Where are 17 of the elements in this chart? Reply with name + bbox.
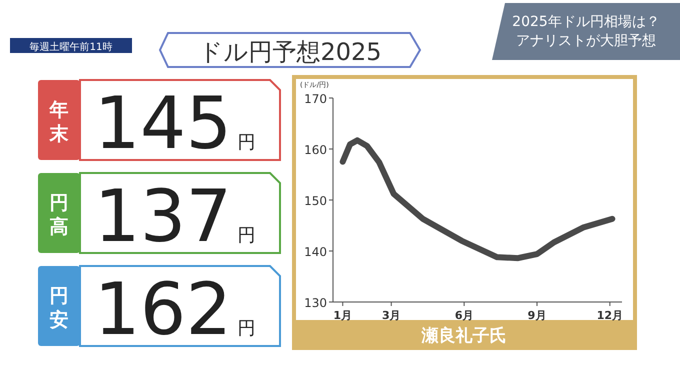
text: 円高 <box>50 192 68 238</box>
y-tick-label: 150 <box>304 194 327 208</box>
x-tick-label: 3月 <box>382 309 401 322</box>
text: 2025年ドル円相場は？アナリストが大胆予想 <box>512 14 660 49</box>
x-tick-label: 6月 <box>454 309 474 322</box>
text: ドル円予想2025 <box>198 38 382 66</box>
x-tick-label: 12月 <box>596 309 624 322</box>
x-tick-label: 9月 <box>528 309 546 322</box>
x-tick-label: 1月 <box>333 309 352 322</box>
y-tick-label: 140 <box>304 245 327 259</box>
text: 瀬良礼子氏 <box>420 326 506 346</box>
text: 年末 <box>48 99 70 145</box>
y-tick-label: 160 <box>304 143 327 157</box>
y-tick-label: 170 <box>304 92 327 106</box>
y-tick-label: 130 <box>304 296 327 310</box>
text: 毎週土曜午前11時 <box>30 41 112 53</box>
text: 円安 <box>50 285 68 331</box>
